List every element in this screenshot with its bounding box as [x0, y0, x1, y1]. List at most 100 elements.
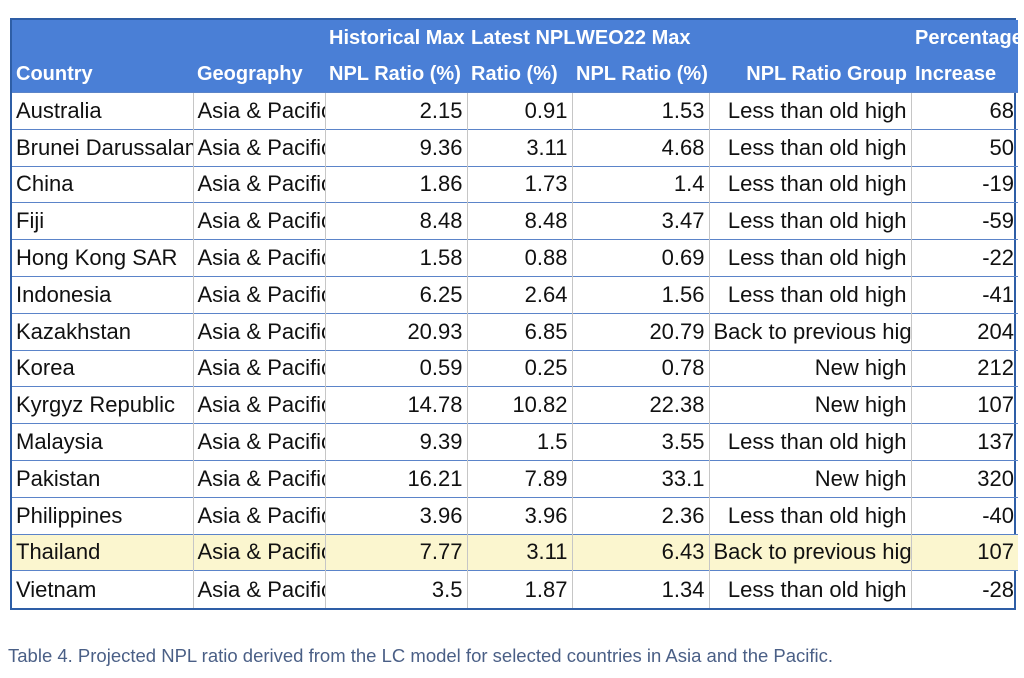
table-row: Pakistan Asia & Pacific 16.21 7.89 33.1 …: [12, 459, 1018, 498]
cell-weo22-max: 33.1: [571, 459, 709, 498]
cell-geography: Asia & Pacific: [192, 312, 325, 351]
table-row: China Asia & Pacific 1.86 1.73 1.4 Less …: [12, 165, 1018, 203]
cell-country: Korea: [12, 349, 193, 387]
header-pct-increase-line1: Percentage: [915, 27, 1023, 49]
cell-npl-group: Less than old high: [708, 496, 911, 535]
table-row: Kazakhstan Asia & Pacific 20.93 6.85 20.…: [12, 312, 1018, 351]
table-header: Country Geography Historical Max NPL Rat…: [12, 20, 1023, 93]
table-row: Malaysia Asia & Pacific 9.39 1.5 3.55 Le…: [12, 423, 1018, 461]
cell-latest-npl: 3.96: [466, 496, 572, 535]
cell-latest-npl: 2.64: [466, 275, 572, 314]
cell-weo22-max: 1.34: [571, 570, 709, 608]
cell-geography: Asia & Pacific: [192, 533, 325, 571]
cell-country: Hong Kong SAR: [12, 239, 193, 277]
cell-pct-increase: 107: [910, 533, 1018, 571]
cell-latest-npl: 0.88: [466, 239, 572, 277]
header-pct-increase-line2: Increase: [915, 63, 997, 85]
header-latest-npl-line2: Ratio (%): [471, 63, 558, 85]
cell-historical-max: 7.77: [324, 533, 467, 571]
cell-latest-npl: 6.85: [466, 312, 572, 351]
header-geography-line2: Geography: [197, 63, 303, 85]
cell-pct-increase: -40: [910, 496, 1018, 535]
cell-historical-max: 6.25: [324, 275, 467, 314]
cell-country: Kazakhstan: [12, 312, 193, 351]
header-row: Country Geography Historical Max NPL Rat…: [12, 20, 1023, 93]
cell-weo22-max: 3.55: [571, 423, 709, 461]
cell-geography: Asia & Pacific: [192, 92, 325, 130]
cell-country: Thailand: [12, 533, 193, 571]
cell-country: Australia: [12, 92, 193, 130]
cell-latest-npl: 3.11: [466, 533, 572, 571]
cell-npl-group: Back to previous high: [708, 312, 911, 351]
cell-npl-group: New high: [708, 386, 911, 424]
cell-latest-npl: 1.5: [466, 423, 572, 461]
cell-weo22-max: 1.4: [571, 165, 709, 203]
cell-historical-max: 3.5: [324, 570, 467, 608]
npl-table: Country Geography Historical Max NPL Rat…: [12, 20, 1023, 608]
cell-pct-increase: -28: [910, 570, 1018, 608]
table-row: Fiji Asia & Pacific 8.48 8.48 3.47 Less …: [12, 202, 1018, 240]
cell-pct-increase: 320: [910, 459, 1018, 498]
cell-latest-npl: 7.89: [466, 459, 572, 498]
cell-geography: Asia & Pacific: [192, 165, 325, 203]
cell-npl-group: Less than old high: [708, 202, 911, 240]
header-weo22-max-line1: WEO22 Max: [576, 27, 691, 49]
cell-geography: Asia & Pacific: [192, 128, 325, 167]
cell-pct-increase: 68: [910, 92, 1018, 130]
cell-weo22-max: 22.38: [571, 386, 709, 424]
cell-historical-max: 0.59: [324, 349, 467, 387]
cell-geography: Asia & Pacific: [192, 570, 325, 608]
cell-historical-max: 1.86: [324, 165, 467, 203]
header-npl-group: NPL Ratio Group: [709, 20, 911, 93]
cell-weo22-max: 4.68: [571, 128, 709, 167]
header-geography: Geography: [193, 20, 325, 93]
cell-geography: Asia & Pacific: [192, 459, 325, 498]
header-weo22-max: WEO22 Max NPL Ratio (%): [572, 20, 709, 93]
header-npl-group-line2: NPL Ratio Group: [746, 63, 907, 85]
table-row: Hong Kong SAR Asia & Pacific 1.58 0.88 0…: [12, 239, 1018, 277]
cell-historical-max: 14.78: [324, 386, 467, 424]
cell-npl-group: Less than old high: [708, 239, 911, 277]
cell-npl-group: Less than old high: [708, 92, 911, 130]
cell-geography: Asia & Pacific: [192, 423, 325, 461]
cell-npl-group: Less than old high: [708, 275, 911, 314]
cell-country: Malaysia: [12, 423, 193, 461]
cell-country: Indonesia: [12, 275, 193, 314]
header-latest-npl: Latest NPL Ratio (%): [467, 20, 575, 93]
cell-latest-npl: 1.73: [466, 165, 572, 203]
cell-latest-npl: 8.48: [466, 202, 572, 240]
cell-country: China: [12, 165, 193, 203]
header-country-line2: Country: [16, 63, 93, 85]
cell-pct-increase: 107: [910, 386, 1018, 424]
table-row: Indonesia Asia & Pacific 6.25 2.64 1.56 …: [12, 275, 1018, 314]
table-row: Australia Asia & Pacific 2.15 0.91 1.53 …: [12, 92, 1018, 130]
table-row: Kyrgyz Republic Asia & Pacific 14.78 10.…: [12, 386, 1018, 424]
header-historical-max-line1: Historical Max: [329, 27, 465, 49]
cell-pct-increase: 212: [910, 349, 1018, 387]
table-row: Vietnam Asia & Pacific 3.5 1.87 1.34 Les…: [12, 570, 1018, 608]
cell-geography: Asia & Pacific: [192, 496, 325, 535]
cell-geography: Asia & Pacific: [192, 202, 325, 240]
cell-pct-increase: 50: [910, 128, 1018, 167]
table-row: Philippines Asia & Pacific 3.96 3.96 2.3…: [12, 496, 1018, 535]
cell-npl-group: New high: [708, 349, 911, 387]
cell-historical-max: 16.21: [324, 459, 467, 498]
header-country: Country: [12, 20, 193, 93]
cell-historical-max: 2.15: [324, 92, 467, 130]
cell-pct-increase: -22: [910, 239, 1018, 277]
header-historical-max: Historical Max NPL Ratio (%): [325, 20, 467, 93]
cell-npl-group: Back to previous high: [708, 533, 911, 571]
npl-table-container: Country Geography Historical Max NPL Rat…: [10, 18, 1023, 610]
cell-pct-increase: -59: [910, 202, 1018, 240]
cell-country: Brunei Darussalam: [12, 128, 193, 167]
cell-weo22-max: 2.36: [571, 496, 709, 535]
cell-historical-max: 9.36: [324, 128, 467, 167]
cell-historical-max: 20.93: [324, 312, 467, 351]
cell-latest-npl: 10.82: [466, 386, 572, 424]
cell-latest-npl: 0.91: [466, 92, 572, 130]
table-row: Korea Asia & Pacific 0.59 0.25 0.78 New …: [12, 349, 1018, 387]
cell-pct-increase: -41: [910, 275, 1018, 314]
cell-country: Kyrgyz Republic: [12, 386, 193, 424]
cell-weo22-max: 3.47: [571, 202, 709, 240]
cell-weo22-max: 0.78: [571, 349, 709, 387]
